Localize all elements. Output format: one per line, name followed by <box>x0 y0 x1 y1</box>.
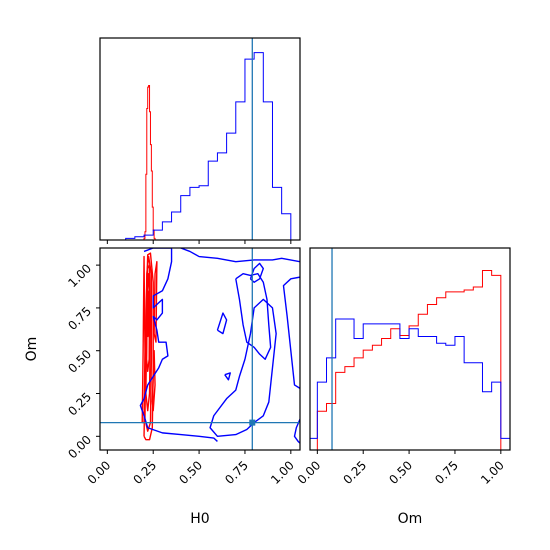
contour-layer <box>139 248 300 444</box>
contour-ytick-label: 1.00 <box>65 261 94 290</box>
contour-ytick-label: 0.00 <box>65 433 94 462</box>
Om-hist-series-1 <box>309 318 511 450</box>
contour-xtick-label: 0.75 <box>222 458 251 487</box>
contour-series-1-level-4 <box>216 312 228 335</box>
contour-ytick-label: 0.75 <box>65 304 94 333</box>
H0-hist-frame <box>99 37 301 241</box>
contour-series-1-level-5 <box>249 262 265 283</box>
contour-series-0-level-4 <box>147 290 150 338</box>
contour-ytick-label: 0.50 <box>65 347 94 376</box>
Om-xtick-label: 0.00 <box>295 458 324 487</box>
Om-hist-series-0 <box>310 270 510 451</box>
contour-series-1-level-2 <box>282 276 300 389</box>
contour-xtick-label: 0.25 <box>131 458 160 487</box>
contour-series-1-level-1 <box>180 248 300 263</box>
truth-marker <box>249 419 256 426</box>
H0-hist-series-1 <box>116 52 292 241</box>
contour-series-0-level-6 <box>153 260 158 343</box>
contour-xlabel: H0 <box>190 511 209 527</box>
Om-hist-frame <box>309 247 511 451</box>
contour-series-1-level-6 <box>224 372 231 381</box>
contour-frame <box>99 247 301 451</box>
contour-ytick-label: 0.25 <box>65 390 94 419</box>
contour-series-0-level-7 <box>151 350 156 412</box>
Om-xtick-label: 1.00 <box>478 458 507 487</box>
H0-hist-series-0 <box>143 84 156 240</box>
Om-xtick-label: 0.25 <box>341 458 370 487</box>
contour-h0-om-panel: 0.00 0.25 0.50 0.75 1.00 0.00 0.25 0.50 0.75 1.00… <box>24 247 301 527</box>
contour-xtick-label: 0.50 <box>176 458 205 487</box>
contour-series-1-level-0 <box>139 248 218 442</box>
om-xlabel: Om <box>398 511 423 527</box>
contour-xtick-label: 1.00 <box>268 458 297 487</box>
contour-ylabel: Om <box>24 337 40 362</box>
contour-xtick-label: 0.00 <box>85 458 114 487</box>
contour-series-1-level-8 <box>293 418 300 444</box>
histogram-h0-panel <box>99 37 301 244</box>
Om-xtick-label: 0.75 <box>432 458 461 487</box>
Om-xtick-label: 0.50 <box>386 458 415 487</box>
histogram-om-panel: 0.00 0.25 0.50 0.75 1.00 Om <box>295 247 511 527</box>
